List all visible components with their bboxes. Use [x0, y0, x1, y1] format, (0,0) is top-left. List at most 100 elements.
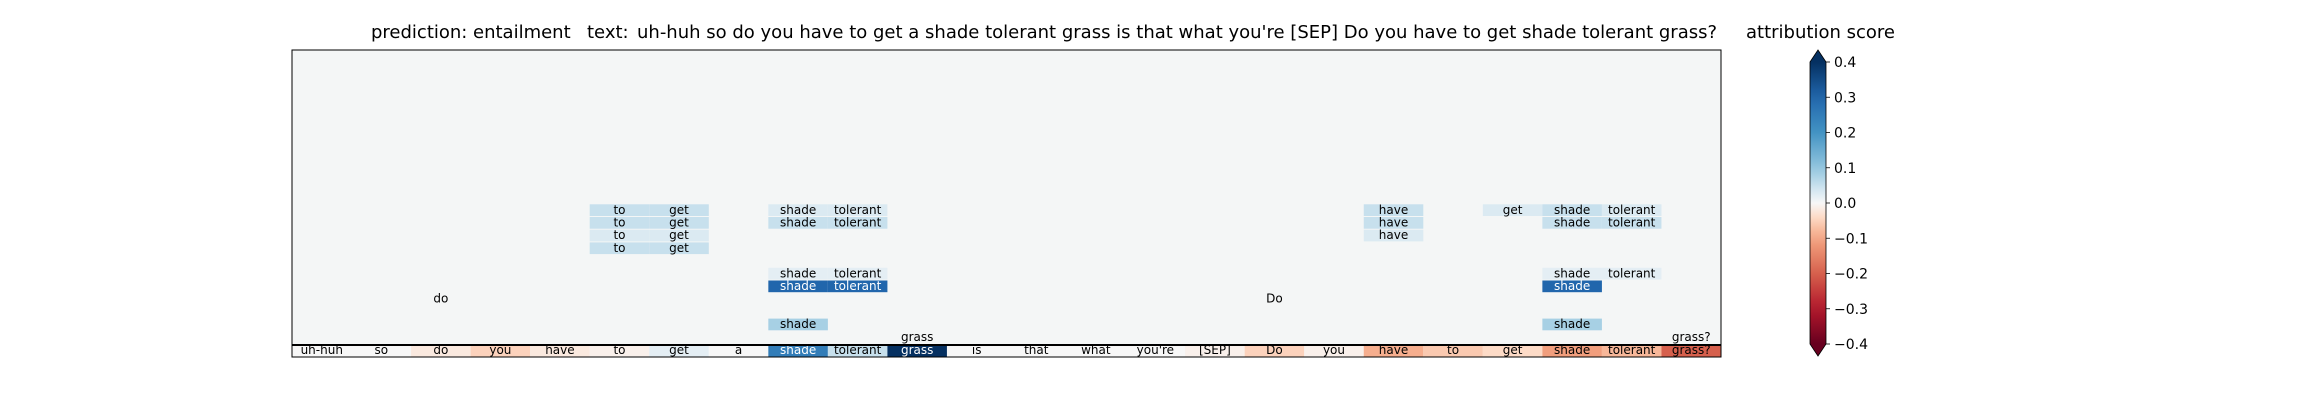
- token-label: grass: [901, 343, 933, 357]
- token-cell: [827, 345, 888, 357]
- layer-cell-label: to: [613, 203, 625, 217]
- layer-cell-label: shade: [1554, 266, 1590, 280]
- layer-cell-label: tolerant: [1608, 216, 1656, 230]
- layer-cell-label: tolerant: [1608, 266, 1656, 280]
- token-cell: [351, 345, 412, 357]
- layer-cell: [649, 217, 709, 229]
- layer-cell-label: have: [1379, 203, 1408, 217]
- layer-cell: [1542, 267, 1602, 280]
- layer-cell: [1363, 204, 1424, 216]
- colorbar-tick-label: 0.0: [1834, 196, 1856, 212]
- layer-cell-label: tolerant: [834, 216, 882, 230]
- layer-cell: [1601, 267, 1662, 280]
- token-cell: [1542, 345, 1602, 357]
- layer-cell: [768, 204, 828, 216]
- colorbar-tick-label: −0.4: [1834, 337, 1868, 353]
- token-label: get: [1503, 343, 1523, 357]
- layer-cell: [768, 318, 828, 331]
- colorbar-title: attribution score: [1746, 22, 1895, 43]
- colorbar-tick-label: −0.2: [1834, 267, 1868, 283]
- layer-cell: [1542, 318, 1602, 331]
- layer-cell: [589, 217, 650, 229]
- layer-cell-label: shade: [780, 216, 816, 230]
- layer-cell: [827, 267, 888, 280]
- token-cell: [1601, 345, 1662, 357]
- layer-cell-label: shade: [1554, 317, 1590, 331]
- token-cell: [1661, 345, 1721, 357]
- layer-cell: [649, 242, 709, 255]
- layer-cell: [649, 229, 709, 242]
- token-cell: [1006, 345, 1067, 357]
- token-cell: [887, 345, 947, 357]
- layer-cell-label: to: [613, 241, 625, 255]
- colorbar-tick-label: −0.1: [1834, 231, 1868, 247]
- plot-background: [292, 50, 1721, 357]
- token-label: you're: [1137, 343, 1174, 357]
- token-label: grass?: [1672, 343, 1711, 357]
- layer-cell-label: tolerant: [1608, 203, 1656, 217]
- layer-cell: [589, 229, 650, 242]
- layer-cell: [1482, 204, 1543, 216]
- layer-cell: [411, 293, 471, 305]
- token-cell: [1482, 345, 1543, 357]
- layer-cell-label: tolerant: [834, 266, 882, 280]
- layer-cell-label: shade: [1554, 279, 1590, 293]
- layer-cell-label: get: [1503, 203, 1523, 217]
- token-cell: [470, 345, 531, 357]
- token-cell: [1304, 345, 1364, 357]
- token-cell: [649, 345, 709, 357]
- layer-cell: [589, 242, 650, 255]
- token-cell: [768, 345, 828, 357]
- layer-cell-label: tolerant: [834, 203, 882, 217]
- layer-cell-label: get: [669, 241, 689, 255]
- layer-cell-label: tolerant: [834, 279, 882, 293]
- layer-cell-label: do: [433, 292, 448, 306]
- layer-cell-label: shade: [780, 203, 816, 217]
- colorbar-extend-top: [1810, 50, 1826, 62]
- layer-cell: [589, 204, 650, 216]
- layer-cell: [827, 204, 888, 216]
- layer-cell-label: shade: [780, 266, 816, 280]
- layer-cell: [1661, 331, 1721, 343]
- layer-cell-label: grass: [901, 330, 933, 344]
- token-label: do: [433, 343, 448, 357]
- colorbar-tick-label: 0.4: [1834, 55, 1856, 71]
- token-cell: [589, 345, 650, 357]
- token-cell: [530, 345, 590, 357]
- colorbar-tick-label: 0.3: [1834, 90, 1856, 106]
- text-value: uh-huh so do you have to get a shade tol…: [637, 22, 1718, 43]
- token-label: [SEP]: [1199, 343, 1231, 357]
- layer-cell: [887, 331, 947, 343]
- layer-cell: [649, 204, 709, 216]
- token-cell: [1423, 345, 1483, 357]
- token-label: you: [1323, 343, 1345, 357]
- token-label: shade: [780, 343, 816, 357]
- colorbar-tick-label: −0.3: [1834, 302, 1868, 318]
- layer-cell-label: to: [613, 228, 625, 242]
- token-label: tolerant: [1608, 343, 1656, 357]
- layer-cell: [1363, 229, 1424, 242]
- layer-cell: [1542, 204, 1602, 216]
- layer-cell: [827, 280, 888, 293]
- token-cell: [1363, 345, 1424, 357]
- layer-cell-label: get: [669, 203, 689, 217]
- token-label: what: [1081, 343, 1111, 357]
- token-cell: [1125, 345, 1186, 357]
- layer-cell-label: have: [1379, 228, 1408, 242]
- layer-cell-label: to: [613, 216, 625, 230]
- layer-cell: [827, 217, 888, 229]
- token-label: tolerant: [834, 343, 882, 357]
- layer-cell-label: shade: [1554, 203, 1590, 217]
- layer-cell: [1601, 217, 1662, 229]
- token-cell: [1244, 345, 1305, 357]
- token-label: shade: [1554, 343, 1590, 357]
- layer-cell: [768, 267, 828, 280]
- token-cell: [1066, 345, 1126, 357]
- token-label: a: [735, 343, 742, 357]
- colorbar-tick-label: 0.2: [1834, 126, 1856, 142]
- token-label: to: [1447, 343, 1459, 357]
- layer-cell: [1542, 280, 1602, 293]
- text-label: text:: [587, 22, 629, 43]
